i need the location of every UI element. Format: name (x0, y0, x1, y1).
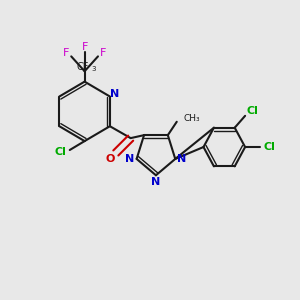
Text: Cl: Cl (263, 142, 275, 152)
Text: F: F (81, 42, 88, 52)
Text: N: N (110, 88, 119, 98)
Text: CH₃: CH₃ (183, 114, 200, 123)
Text: Cl: Cl (54, 147, 66, 158)
Text: Cl: Cl (247, 106, 259, 116)
Text: N: N (177, 154, 186, 164)
Text: N: N (125, 154, 135, 164)
Text: F: F (100, 48, 106, 59)
Text: CF: CF (77, 62, 89, 72)
Text: N: N (151, 177, 160, 187)
Text: F: F (63, 48, 69, 59)
Text: 3: 3 (91, 66, 96, 72)
Text: O: O (105, 154, 115, 164)
